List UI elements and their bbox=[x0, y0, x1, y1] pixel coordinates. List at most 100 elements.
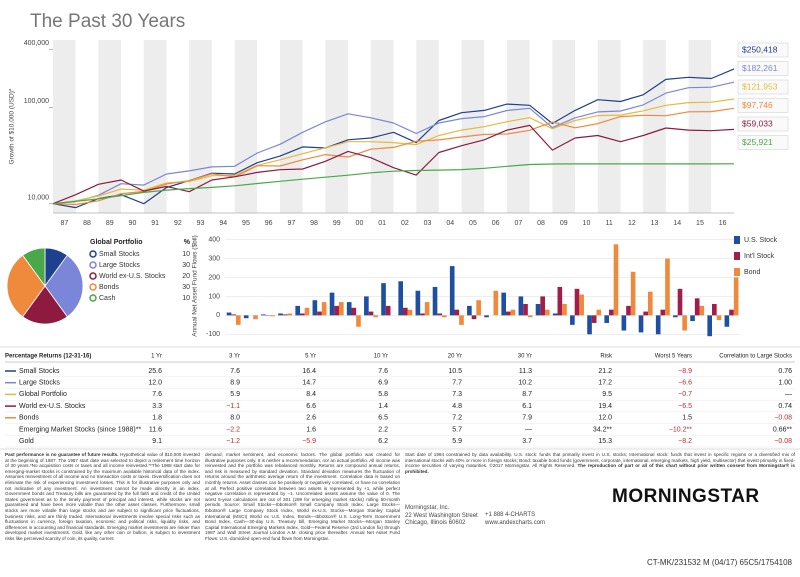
bar bbox=[682, 315, 687, 331]
bar bbox=[243, 315, 249, 319]
legend-marker bbox=[89, 283, 97, 291]
x-tick-label: 92 bbox=[174, 220, 182, 227]
table-cell: −8.9 bbox=[678, 368, 692, 375]
end-label: $97,746 bbox=[742, 100, 773, 110]
table-cell: 11.6 bbox=[149, 426, 162, 433]
bar bbox=[231, 314, 236, 316]
footnote-text: demand, market sentiment, and economic f… bbox=[205, 452, 400, 541]
table-cell: −1.2 bbox=[226, 438, 240, 445]
bar bbox=[630, 271, 636, 316]
street: 22 West Washington Street bbox=[405, 512, 478, 519]
table-cell: — bbox=[525, 426, 532, 433]
bar bbox=[476, 300, 481, 316]
x-tick-label: 05 bbox=[469, 220, 477, 227]
table-cell: 16.4 bbox=[302, 368, 316, 375]
table-cell: 6.1 bbox=[522, 403, 532, 410]
y-tick-label: 400 bbox=[208, 236, 220, 243]
table-header: 3 Yr bbox=[229, 354, 240, 360]
year-band bbox=[348, 40, 371, 213]
bar bbox=[304, 307, 310, 316]
table-cell: −5.9 bbox=[302, 438, 316, 445]
table-header: Worst 5 Years bbox=[655, 354, 692, 360]
year-band bbox=[257, 40, 280, 213]
bar bbox=[707, 315, 713, 337]
x-tick-label: 94 bbox=[219, 220, 227, 227]
pie-value-header: % bbox=[184, 239, 191, 246]
x-tick-label: 88 bbox=[83, 220, 91, 227]
bar bbox=[626, 305, 631, 316]
bar bbox=[253, 315, 258, 320]
table-cell: 6.9 bbox=[378, 380, 388, 387]
bar bbox=[432, 286, 438, 316]
table-cell: 1.4 bbox=[378, 403, 388, 410]
bar bbox=[338, 302, 344, 316]
y-axis-label: Growth of $10,000 (USD)* bbox=[9, 88, 16, 164]
table-header: 20 Yr bbox=[448, 354, 462, 360]
legend-label: World ex-U.S. Stocks bbox=[99, 273, 166, 280]
x-tick-label: 13 bbox=[651, 220, 659, 227]
x-tick-label: 10 bbox=[583, 220, 591, 227]
table-cell: −0.08 bbox=[774, 415, 792, 422]
bar bbox=[300, 313, 305, 316]
bar bbox=[535, 304, 541, 316]
x-tick-label: 87 bbox=[60, 220, 68, 227]
bar bbox=[604, 315, 610, 323]
table-cell: 12.0 bbox=[148, 380, 162, 387]
end-label-box bbox=[737, 116, 789, 132]
x-tick-label: 00 bbox=[356, 220, 364, 227]
table-cell: 8.0 bbox=[230, 415, 240, 422]
row-label: Emerging Market Stocks (since 1988)** bbox=[19, 426, 141, 433]
bar bbox=[467, 305, 472, 316]
footnote-text: Hypothetical value of $10,000 invested a… bbox=[5, 452, 200, 541]
end-label: $182,261 bbox=[742, 63, 778, 73]
legend-swatch bbox=[734, 252, 740, 260]
logo: MORNINGSTAR bbox=[612, 486, 760, 507]
legend-value: 30 bbox=[182, 262, 190, 269]
bar bbox=[441, 315, 447, 318]
legend-label: Bond bbox=[744, 269, 760, 276]
footnote-bold: Past performance is no guarantee of futu… bbox=[5, 452, 119, 457]
bar bbox=[471, 315, 477, 320]
bar bbox=[544, 309, 550, 316]
end-label-box bbox=[737, 79, 789, 95]
year-band bbox=[416, 40, 439, 213]
table-cell: 11.3 bbox=[519, 368, 532, 375]
bar bbox=[609, 309, 614, 316]
legend-swatch bbox=[734, 268, 740, 276]
pie-slice bbox=[6, 254, 46, 318]
bar bbox=[724, 315, 730, 327]
bar bbox=[321, 302, 327, 316]
table-cell: 8.4 bbox=[306, 391, 316, 398]
year-band bbox=[53, 40, 76, 213]
table-cell: 19.4 bbox=[598, 403, 612, 410]
table-cell: 3.7 bbox=[522, 438, 532, 445]
legend-label: Large Stocks bbox=[99, 262, 140, 269]
year-band bbox=[552, 40, 576, 213]
footnote: Start date of 1994 constrained by data a… bbox=[405, 452, 795, 474]
row-label: Global Portfolio bbox=[19, 391, 67, 398]
year-band bbox=[507, 40, 530, 213]
x-tick-label: 06 bbox=[492, 220, 500, 227]
year-band bbox=[597, 40, 621, 213]
y-tick-label: 400,000 bbox=[24, 40, 49, 47]
year-band bbox=[121, 40, 144, 213]
series-line bbox=[52, 107, 735, 206]
year-band bbox=[370, 40, 394, 213]
x-tick-label: 91 bbox=[151, 220, 159, 227]
pie-slice bbox=[22, 285, 68, 325]
end-label-box bbox=[737, 42, 789, 58]
bar bbox=[712, 304, 717, 316]
table-cell: −10.2** bbox=[669, 426, 692, 433]
legend-value: 30 bbox=[182, 284, 190, 291]
y-tick-label: 10,000 bbox=[28, 195, 50, 202]
table-cell: 1.6 bbox=[306, 426, 316, 433]
year-band bbox=[75, 40, 99, 213]
table-cell: 9.1 bbox=[152, 438, 162, 445]
x-tick-label: 99 bbox=[333, 220, 341, 227]
table-cell: 5.7 bbox=[452, 426, 462, 433]
legend-marker bbox=[89, 294, 97, 302]
table-cell: 7.9 bbox=[522, 415, 532, 422]
table-header: 1 Yr bbox=[151, 354, 162, 360]
pie-slice bbox=[44, 254, 84, 318]
year-band bbox=[643, 40, 666, 213]
